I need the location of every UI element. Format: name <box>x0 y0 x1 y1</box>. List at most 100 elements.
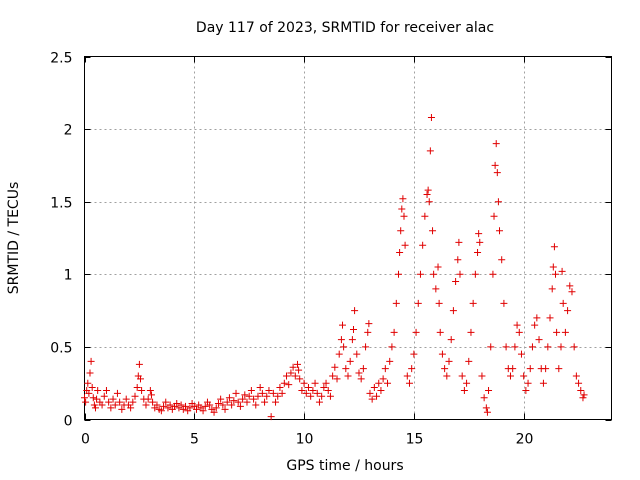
data-point <box>283 372 291 380</box>
data-point <box>304 384 312 392</box>
data-point <box>493 169 501 177</box>
data-point <box>441 365 449 373</box>
data-point <box>258 389 266 397</box>
data-point <box>331 363 339 371</box>
data-point <box>509 365 517 373</box>
data-point <box>223 398 231 406</box>
data-point <box>475 230 483 238</box>
data-point <box>546 314 554 322</box>
data-point <box>438 350 446 358</box>
data-point <box>94 386 102 394</box>
data-point <box>256 384 264 392</box>
data-point <box>147 391 155 399</box>
data-point <box>458 372 466 380</box>
data-point <box>243 398 251 406</box>
data-point <box>234 398 242 406</box>
data-point <box>355 369 363 377</box>
data-point <box>558 267 566 275</box>
data-point <box>379 375 387 383</box>
data-point <box>570 343 578 351</box>
data-point <box>419 241 427 249</box>
x-tick-label: 0 <box>81 432 90 448</box>
data-point <box>236 402 244 410</box>
data-point <box>206 401 214 409</box>
data-point <box>85 389 93 397</box>
data-point <box>460 386 468 394</box>
grid <box>84 56 612 420</box>
data-point <box>467 328 475 336</box>
data-point <box>199 407 207 415</box>
data-point <box>577 386 585 394</box>
data-point <box>490 212 498 220</box>
plot-frame <box>84 56 612 420</box>
data-point <box>471 270 479 278</box>
data-point <box>494 198 502 206</box>
data-point <box>127 404 135 412</box>
data-point <box>445 357 453 365</box>
data-point <box>177 401 185 409</box>
data-point <box>291 372 299 380</box>
data-point <box>81 394 88 402</box>
data-point <box>364 328 372 336</box>
data-point <box>324 386 332 394</box>
data-point <box>217 395 225 403</box>
data-point <box>432 285 440 293</box>
data-point <box>342 365 350 373</box>
data-point <box>447 336 455 344</box>
data-point <box>430 270 438 278</box>
data-point <box>375 379 383 387</box>
data-point <box>351 307 359 315</box>
data-point <box>82 398 90 406</box>
data-point <box>353 350 361 358</box>
data-point <box>274 392 282 400</box>
data-point <box>403 372 411 380</box>
data-point <box>90 401 98 409</box>
data-point <box>309 386 317 394</box>
data-point <box>280 379 288 387</box>
y-tick-label: 0 <box>64 414 73 430</box>
data-point <box>157 407 165 415</box>
data-point <box>500 299 508 307</box>
data-point <box>386 357 394 365</box>
data-point <box>397 227 405 235</box>
data-point <box>435 299 443 307</box>
data-point <box>373 392 381 400</box>
data-point <box>287 369 295 377</box>
data-point <box>349 325 357 333</box>
data-point <box>539 379 547 387</box>
data-point <box>474 249 482 257</box>
data-point <box>421 212 429 220</box>
data-point <box>426 147 434 155</box>
data-point <box>555 365 563 373</box>
y-tick-label: 0.5 <box>50 341 72 357</box>
axis-ticks: 0 5 10 15 20 0 0.5 1 1.5 2 2.5 <box>50 51 612 448</box>
data-point <box>568 288 576 296</box>
data-point <box>476 238 484 246</box>
data-point <box>142 401 150 409</box>
x-tick-label: 15 <box>406 432 424 448</box>
data-point <box>434 263 442 271</box>
y-axis-title: SRMTID / TECUs <box>6 182 22 295</box>
data-point <box>116 398 124 406</box>
data-point <box>153 401 161 409</box>
data-point <box>269 389 277 397</box>
data-point <box>105 398 113 406</box>
data-point <box>549 263 557 271</box>
data-point <box>88 384 96 392</box>
data-point <box>230 397 238 405</box>
data-point <box>489 270 497 278</box>
chart-title: Day 117 of 2023, SRMTID for receiver ala… <box>196 20 494 36</box>
data-point <box>322 379 330 387</box>
data-point <box>496 227 504 235</box>
data-point <box>318 392 326 400</box>
data-point <box>559 299 567 307</box>
y-tick-label: 1.5 <box>50 196 72 212</box>
data-point <box>133 384 141 392</box>
data-point <box>517 350 525 358</box>
data-point <box>362 343 370 351</box>
data-point <box>381 365 389 373</box>
data-point <box>377 386 385 394</box>
x-tick-label: 20 <box>516 432 534 448</box>
data-point <box>423 190 431 198</box>
data-point <box>498 256 506 264</box>
